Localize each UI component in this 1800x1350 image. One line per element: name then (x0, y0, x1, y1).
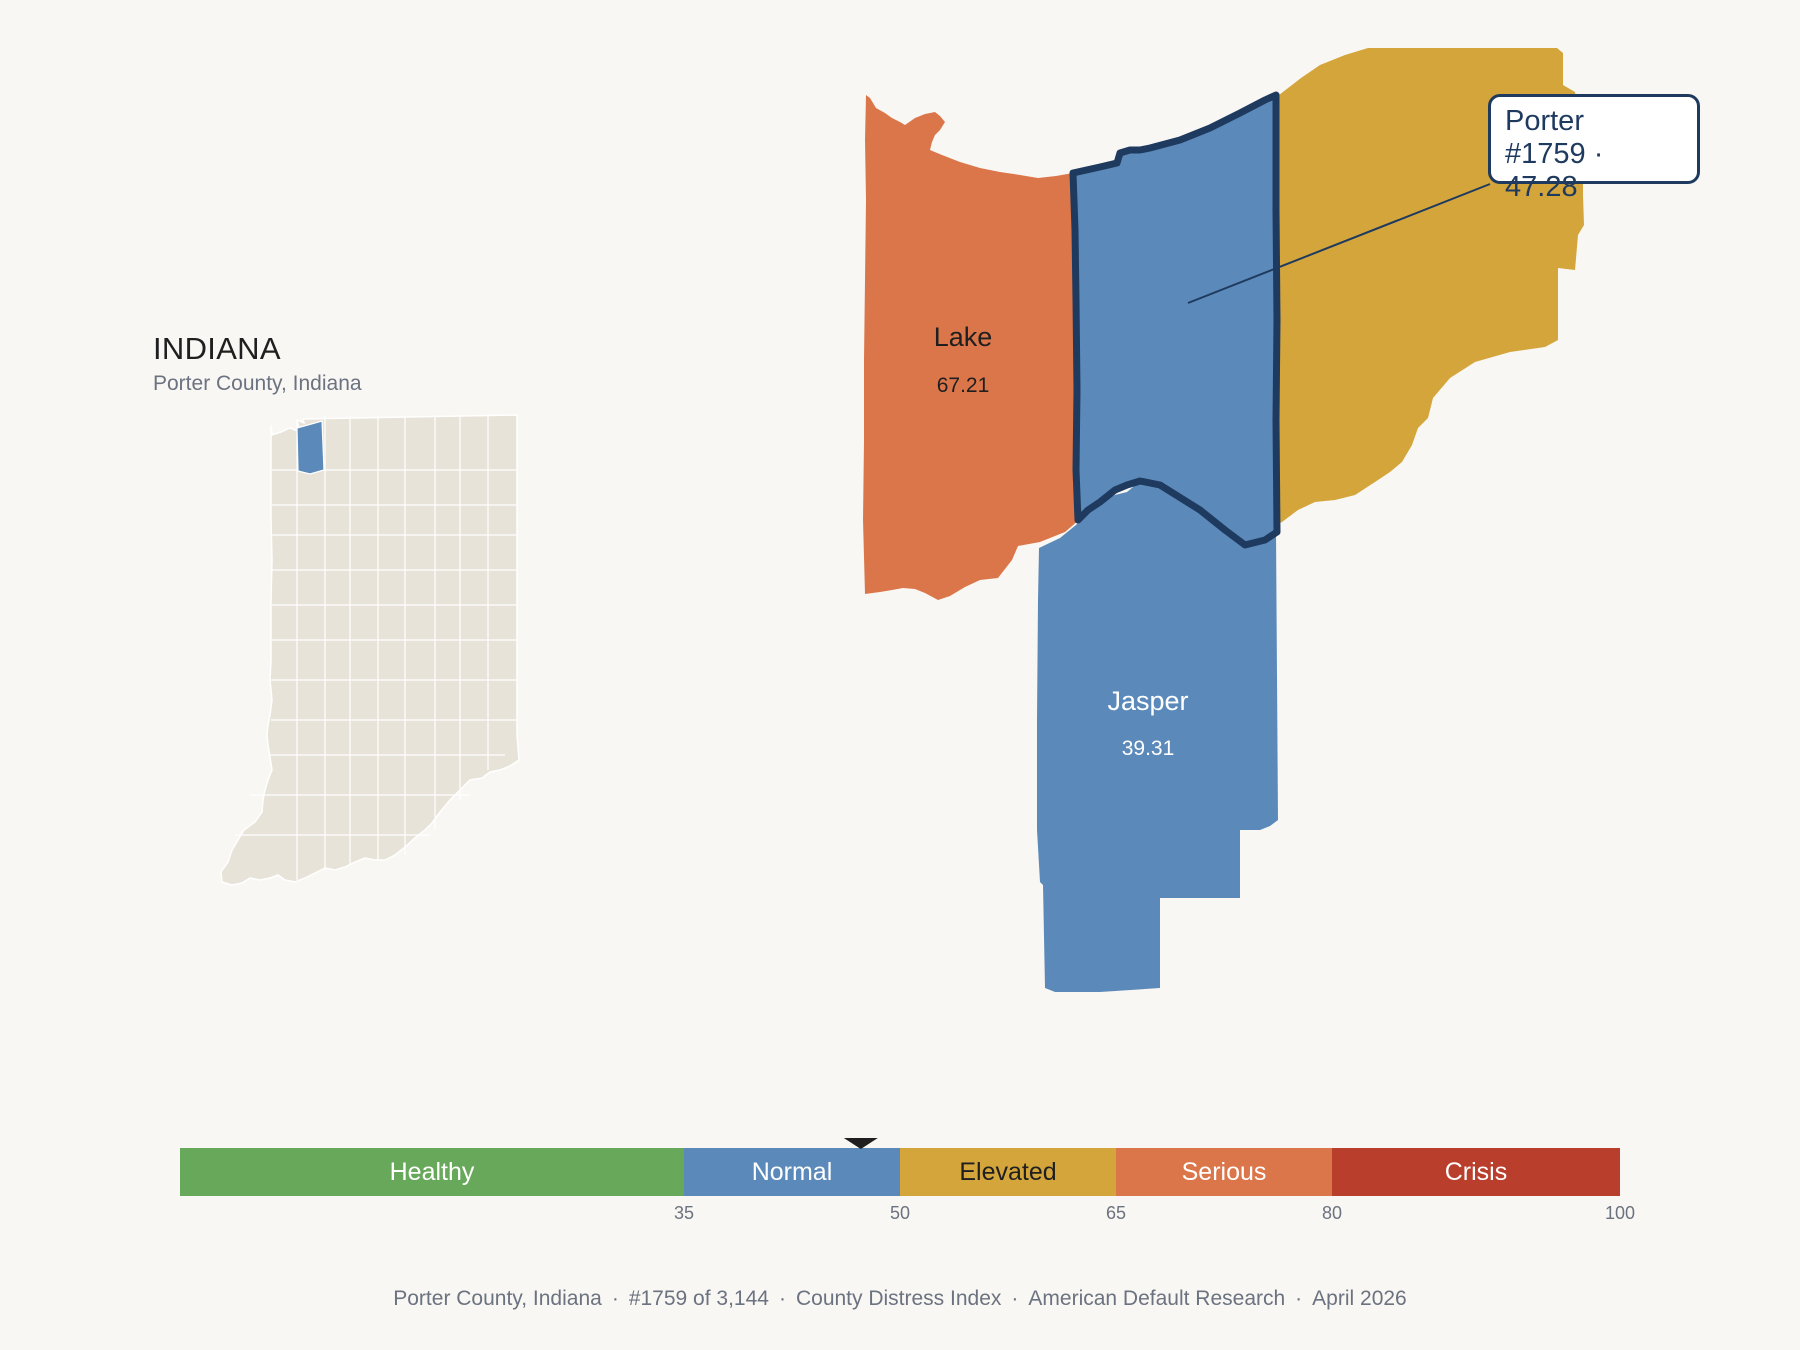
callout-county-name: Porter (1505, 105, 1584, 137)
scale-tick-80: 80 (1322, 1203, 1342, 1223)
callout-leader-line (1187, 183, 1491, 304)
focus-county-callout: Porter #1759 · 47.28 (1488, 94, 1700, 203)
county-jasper[interactable] (1037, 475, 1278, 992)
scale-tick-65: 65 (1106, 1203, 1126, 1223)
county-lake[interactable] (863, 95, 1079, 600)
scale-band-normal (684, 1148, 900, 1196)
county-porter-focus[interactable] (1069, 91, 1281, 549)
scale-tick-100: 100 (1605, 1203, 1635, 1223)
scale-band-label-normal: Normal (752, 1158, 833, 1186)
callout-rank-score: #1759 · 47.28 (1505, 138, 1604, 203)
footer-county: Porter County, Indiana (393, 1287, 602, 1310)
footer-rank: #1759 of 3,144 (628, 1287, 769, 1310)
state-title: INDIANA (153, 331, 281, 366)
scale-band-healthy (180, 1148, 684, 1196)
label-lake-value: 67.21 (937, 374, 990, 397)
label-jasper-value: 39.31 (1122, 737, 1175, 760)
scale-band-serious (1116, 1148, 1332, 1196)
footer-source: American Default Research (1028, 1287, 1286, 1310)
scale-band-label-elevated: Elevated (959, 1158, 1056, 1186)
county-labels: Lake 67.21 Jasper 39.31 (934, 322, 1189, 760)
label-jasper-name: Jasper (1107, 686, 1188, 716)
state-subtitle: Porter County, Indiana (153, 372, 362, 395)
scale-band-label-healthy: Healthy (390, 1158, 475, 1186)
footer-date: April 2026 (1312, 1287, 1407, 1310)
scale-tick-35: 35 (674, 1203, 694, 1223)
footer-index: County Distress Index (795, 1287, 1002, 1310)
footer-caption: Porter County, Indiana · #1759 of 3,144 · Co… (393, 1287, 1407, 1310)
scale-band-label-crisis: Crisis (1445, 1158, 1508, 1186)
locator-porter-highlight (296, 420, 325, 475)
label-lake-name: Lake (934, 322, 993, 352)
scale-tick-50: 50 (890, 1203, 910, 1223)
scale-marker (843, 1138, 878, 1149)
indiana-state-shape (220, 414, 520, 886)
scale-band-crisis (1332, 1148, 1620, 1196)
scale-band-elevated (900, 1148, 1116, 1196)
scale-band-label-serious: Serious (1182, 1158, 1267, 1186)
locator-county-grid (235, 415, 517, 880)
